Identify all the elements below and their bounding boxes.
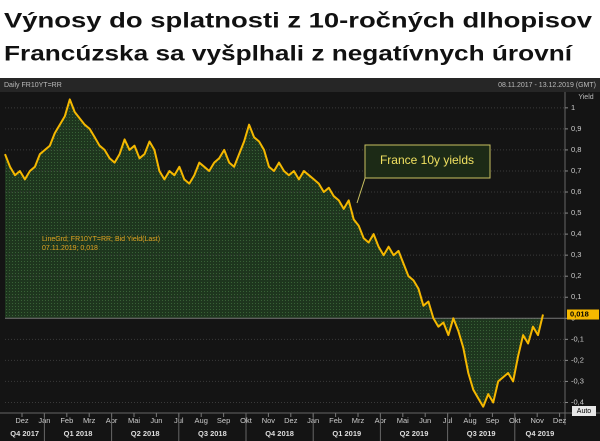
corner-label: Auto [577,408,592,415]
x-tick-label: Mrz [352,416,365,425]
quarter-label: Q4 2017 [10,429,39,438]
y-tick-label: 0,4 [571,229,581,238]
callout-text: France 10y yields [380,153,474,167]
y-tick-label: 0,8 [571,145,581,154]
quarter-label: Q2 2019 [400,429,429,438]
x-tick-label: Dez [553,416,567,425]
x-tick-label: Mrz [83,416,96,425]
x-tick-label: Jun [150,416,162,425]
quarter-label: Q3 2018 [198,429,227,438]
y-tick-label: -0,4 [571,397,584,406]
quarter-label: Q3 2019 [467,429,496,438]
x-tick-label: Sep [486,416,499,425]
quarter-label: Q2 2018 [131,429,160,438]
end-label: 0,018 [570,309,589,318]
y-tick-label: -0,3 [571,376,584,385]
header-bar [0,78,600,92]
y-label: Yield [578,94,593,101]
quarter-label: Q4 2018 [265,429,294,438]
y-tick-label: 0,2 [571,271,581,280]
x-tick-label: Nov [262,416,276,425]
end-label-box [567,309,599,320]
quarter-label: Q1 2019 [332,429,361,438]
quarter-label: Q1 2018 [64,429,93,438]
x-tick-label: Mai [397,416,409,425]
y-tick-label: 0,1 [571,292,581,301]
x-tick-label: Aug [195,416,208,425]
callout-box [364,144,491,179]
x-tick-label: Feb [329,416,342,425]
y-tick-label: -0,2 [571,355,584,364]
x-tick-label: Nov [531,416,545,425]
annotation: 07.11.2019; 0,018 [42,245,98,252]
title-line: Výnosy do splatnosti z 10-ročných dlhopi… [4,10,592,33]
header-left: Daily FR10YT=RR [4,82,62,89]
y-tick-label: 0,6 [571,187,581,196]
y-tick-label: 0,3 [571,250,581,259]
quarter-label: Q4 2019 [526,429,555,438]
y-tick-label: 0,7 [571,166,581,175]
x-tick-label: Feb [60,416,73,425]
x-tick-label: Aug [463,416,476,425]
header-right: 08.11.2017 - 13.12.2019 (GMT) [498,82,596,89]
x-tick-label: Dez [15,416,29,425]
y-tick-label: -0,1 [571,334,584,343]
y-tick-label: 1 [571,103,575,112]
x-tick-label: Dez [284,416,298,425]
area [5,99,543,407]
x-tick-label: Mai [128,416,140,425]
title-line: Francúzska sa vyšplhali z negatívnych úr… [4,43,573,66]
annotation: LineGrd; FR10YT=RR; Bid Yield(Last) [42,236,160,243]
line [4,98,544,408]
y-tick-label: 0,9 [571,124,581,133]
x-tick-label: Sep [217,416,230,425]
x-tick-label: Jun [419,416,431,425]
auto-box [572,406,596,416]
y-tick-label: 0,5 [571,208,581,217]
